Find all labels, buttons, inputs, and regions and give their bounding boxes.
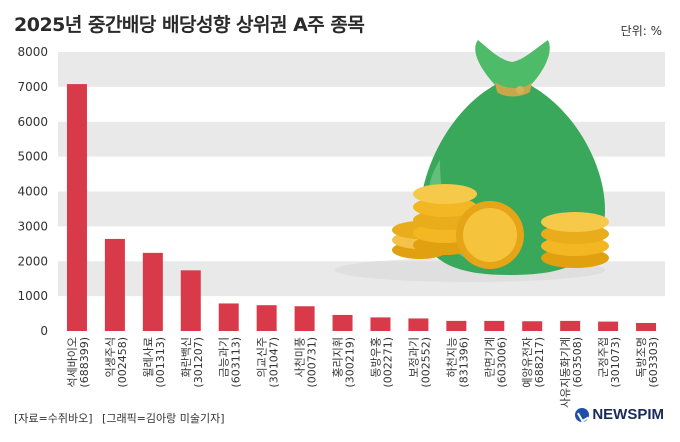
bar (104, 238, 125, 331)
unit-label: 단위: % (620, 24, 662, 38)
x-tick-name: 석세바이오 (66, 337, 79, 388)
x-tick-code: (002552) (419, 337, 432, 388)
x-tick-name: 독방조명 (635, 337, 648, 377)
x-tick-code: (301207) (192, 337, 205, 388)
brand-name: NEWSPIM (592, 406, 664, 423)
bar (560, 320, 581, 331)
x-tick-label: 군정주접 (301073) (597, 337, 622, 388)
bar (218, 303, 239, 331)
y-tick-label: 0 (40, 324, 48, 338)
graphic-credit: [그래픽=김아랑 미술기자] (102, 412, 225, 425)
bar (256, 305, 277, 331)
x-tick-code: (301073) (609, 337, 622, 388)
coin-stack-right (541, 212, 609, 268)
x-tick-code: (831396) (457, 337, 470, 388)
x-tick-code: (300219) (344, 337, 357, 388)
bar (522, 321, 543, 331)
x-tick-name: 익생주식 (104, 337, 117, 377)
x-tick-label: 석세바이오 (688399) (66, 337, 91, 388)
bar (142, 252, 163, 331)
x-tick-label: 사천미풍 (000731) (293, 337, 319, 388)
x-tick-code: (002271) (381, 337, 394, 388)
x-tick-code: (688399) (78, 337, 91, 388)
x-tick-code: (000731) (306, 337, 319, 388)
x-tick-name: 사유지동화기계 (559, 337, 572, 408)
coin-stack-left (392, 184, 524, 269)
bar (408, 318, 429, 331)
x-tick-code: (001313) (154, 337, 167, 388)
x-tick-label: 화란백신 (301207) (180, 337, 205, 388)
x-tick-name: 윌레사료 (142, 337, 155, 377)
x-tick-name: 군정주접 (597, 337, 610, 377)
x-tick-name: 보정과기 (407, 337, 420, 377)
x-tick-name: 란면기계 (483, 337, 496, 377)
x-tick-name: 사천미풍 (293, 337, 307, 377)
bar (66, 84, 87, 332)
x-tick-label: 윌레사료 (001313) (142, 337, 167, 388)
y-tick-label: 5000 (17, 150, 48, 164)
x-tick-code: (603006) (495, 337, 508, 388)
x-tick-code: (301047) (268, 337, 281, 388)
brand-logo: NEWSPIM (575, 406, 664, 423)
x-tick-code: (603113) (230, 337, 243, 388)
source-credit: [자료=수쥐바오] (14, 412, 93, 425)
x-tick-name: 화란백신 (180, 337, 193, 377)
footer-credits: [자료=수쥐바오] [그래픽=김아랑 미술기자] (14, 410, 231, 426)
bar (332, 314, 353, 331)
x-tick-name: 하천지능 (444, 337, 458, 377)
x-tick-name: 동방우홍 (368, 337, 382, 377)
y-axis-ticks: 0 1000 2000 3000 4000 5000 6000 7000 8000 (17, 45, 48, 338)
x-tick-code: (688217) (533, 337, 546, 388)
x-tick-label: 의교신주 (301047) (256, 337, 281, 388)
bars (66, 84, 657, 332)
bar (370, 317, 391, 331)
chart-title: 2025년 중간배당 배당성향 상위권 A주 종목 (14, 14, 365, 36)
bar (636, 322, 657, 331)
x-tick-label: 익생주식 (002458) (104, 337, 129, 388)
y-tick-label: 1000 (17, 289, 48, 303)
y-tick-label: 8000 (17, 45, 48, 59)
grid-band (58, 52, 665, 87)
y-tick-label: 2000 (17, 254, 48, 268)
x-tick-code: (603508) (571, 337, 584, 388)
y-tick-label: 3000 (17, 219, 48, 233)
y-tick-label: 7000 (17, 80, 48, 94)
bar (180, 270, 201, 331)
y-tick-label: 4000 (17, 185, 48, 199)
y-tick-label: 6000 (17, 115, 48, 129)
bar (446, 320, 467, 331)
x-tick-code: (002458) (116, 337, 129, 388)
x-tick-name: 의교신주 (256, 337, 269, 377)
bar (484, 320, 505, 331)
x-tick-label: 금능과기 (603113) (218, 337, 243, 388)
x-tick-label: 독방조명 (603303) (635, 337, 660, 388)
x-tick-label: 하천지능 (831396) (444, 337, 470, 388)
x-tick-label: 예앙유전자 (688217) (521, 337, 546, 388)
bar (598, 321, 619, 331)
x-axis-labels: 석세바이오 (688399) 익생주식 (002458) 윌레사료 (001313) 화란백… (66, 337, 660, 408)
newspim-logo-icon (575, 407, 590, 422)
x-tick-label: 란면기계 (603006) (483, 337, 508, 388)
x-tick-name: 금능과기 (218, 337, 231, 377)
x-tick-label: 홍리지휘 (300219) (331, 337, 357, 388)
x-tick-code: (603303) (647, 337, 660, 388)
x-tick-label: 보정과기 (002552) (407, 337, 432, 388)
x-tick-label: 사유지동화기계 (603508) (559, 337, 584, 408)
bar (294, 306, 315, 331)
x-tick-name: 예앙유전자 (521, 337, 534, 388)
x-tick-name: 홍리지휘 (331, 337, 345, 377)
x-tick-label: 동방우홍 (002271) (368, 337, 394, 388)
